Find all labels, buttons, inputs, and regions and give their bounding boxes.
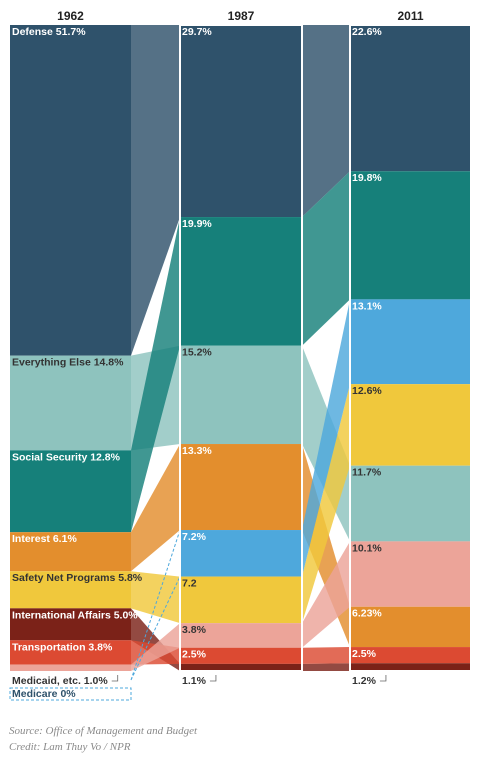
bar-interest-1962 <box>10 532 131 572</box>
bar-transportation-1962 <box>10 640 131 665</box>
bar-social-security-1987 <box>180 217 302 346</box>
bar-transportation-1987 <box>180 647 302 664</box>
label-safety-net-programs-1987: 7.2 <box>182 578 197 590</box>
label-transportation-2011: 2.5% <box>352 648 377 660</box>
column-frame-1987 <box>179 24 303 672</box>
flow-bands <box>130 25 350 681</box>
label-defense-2011: 22.6% <box>352 26 382 38</box>
year-label-2011: 2011 <box>397 9 423 23</box>
bar-transportation-2011 <box>350 647 471 664</box>
flow-social-security-0 <box>131 217 180 533</box>
label-interest-2011: 6.23% <box>352 608 382 620</box>
year-label-1987: 1987 <box>228 9 255 23</box>
label-safety-net-programs-1962: Safety Net Programs 5.8% <box>12 572 143 584</box>
bar-defense-1962 <box>10 25 131 356</box>
label-transportation-1987: 2.5% <box>182 649 207 661</box>
bar-international-affairs-1962 <box>10 608 131 641</box>
flow-medicare-0 <box>130 529 181 681</box>
year-columns <box>10 24 472 672</box>
label-social-security-2011: 19.8% <box>352 172 382 184</box>
bar-medicaid-etc-2011 <box>350 541 471 607</box>
flow-safety-net-programs-0 <box>131 571 180 624</box>
segment-labels: 1962 1987 2011 Defense 51.7% Everything Else… <box>9 9 424 701</box>
bar-interest-1987 <box>180 444 302 531</box>
source-note: Source: Office of Management and Budget <box>9 725 198 737</box>
leader-medicaid-etc-1962 <box>111 675 119 682</box>
medicare-box <box>9 687 132 701</box>
flow-defense-1 <box>302 25 350 218</box>
label-safety-net-programs-2011: 12.6% <box>352 385 382 397</box>
bar-social-security-2011 <box>350 171 471 300</box>
bar-international-affairs-2011 <box>350 663 471 671</box>
bar-safety-net-programs-1962 <box>10 571 131 609</box>
flow-interest-0 <box>131 444 180 572</box>
label-defense-1987: 29.7% <box>182 26 212 38</box>
label-transportation-1962: Transportation 3.8% <box>12 641 113 653</box>
label-social-security-1987: 19.9% <box>182 218 212 230</box>
bar-international-affairs-1987 <box>180 663 302 671</box>
flow-transportation-1 <box>302 647 350 664</box>
label-defense-1962: Defense 51.7% <box>12 26 86 38</box>
leader-international-affairs-1987 <box>209 675 217 682</box>
label-international-affairs-2011: 1.2% <box>352 675 377 687</box>
label-everything-else-1987: 15.2% <box>182 347 212 359</box>
label-medicare-1987: 7.2% <box>182 531 207 543</box>
column-frame-2011 <box>349 24 472 672</box>
bar-interest-2011 <box>350 606 471 648</box>
bar-medicare-1987 <box>180 530 302 577</box>
bar-medicaid-etc-1962 <box>10 664 131 671</box>
label-medicaid-etc-1987: 3.8% <box>182 624 207 636</box>
flow-medicare-1 <box>302 299 350 577</box>
label-medicaid-etc-1962: Medicaid, etc. 1.0% <box>12 675 108 687</box>
bar-safety-net-programs-2011 <box>350 384 471 466</box>
flow-social-security-1 <box>302 171 350 346</box>
chart-notes: Source: Office of Management and Budget … <box>9 723 197 755</box>
label-medicare-1962: Medicare 0% <box>12 688 76 700</box>
credit-note: Credit: Lam Thuy Vo / NPR <box>9 741 131 753</box>
bar-everything-else-1962 <box>10 355 131 451</box>
label-medicare-2011: 13.1% <box>352 300 382 312</box>
label-international-affairs-1962: International Affairs 5.0% <box>12 609 138 621</box>
label-interest-1987: 13.3% <box>182 445 212 457</box>
bar-medicaid-etc-1987 <box>180 623 302 648</box>
label-everything-else-2011: 11.7% <box>352 467 382 479</box>
bar-defense-2011 <box>350 25 471 172</box>
bar-everything-else-1987 <box>180 345 302 445</box>
label-international-affairs-1987: 1.1% <box>182 675 207 687</box>
bar-social-security-1962 <box>10 450 131 533</box>
flow-international-affairs-1 <box>302 663 350 671</box>
label-social-security-1962: Social Security 12.8% <box>12 451 121 463</box>
label-medicaid-etc-2011: 10.1% <box>352 542 382 554</box>
label-everything-else-1962: Everything Else 14.8% <box>12 357 124 369</box>
bar-defense-1987 <box>180 25 302 218</box>
flow-defense-0 <box>131 25 180 356</box>
bar-everything-else-2011 <box>350 465 471 542</box>
bar-safety-net-programs-1987 <box>180 576 302 624</box>
flow-medicaid-etc-0 <box>131 623 180 671</box>
flow-medicaid-etc-1 <box>302 541 350 648</box>
bar-medicare-2011 <box>350 299 471 385</box>
flow-safety-net-programs-1 <box>302 384 350 624</box>
leader-international-affairs-2011 <box>379 675 387 682</box>
label-interest-1962: Interest 6.1% <box>12 533 77 545</box>
year-label-1962: 1962 <box>57 9 84 23</box>
